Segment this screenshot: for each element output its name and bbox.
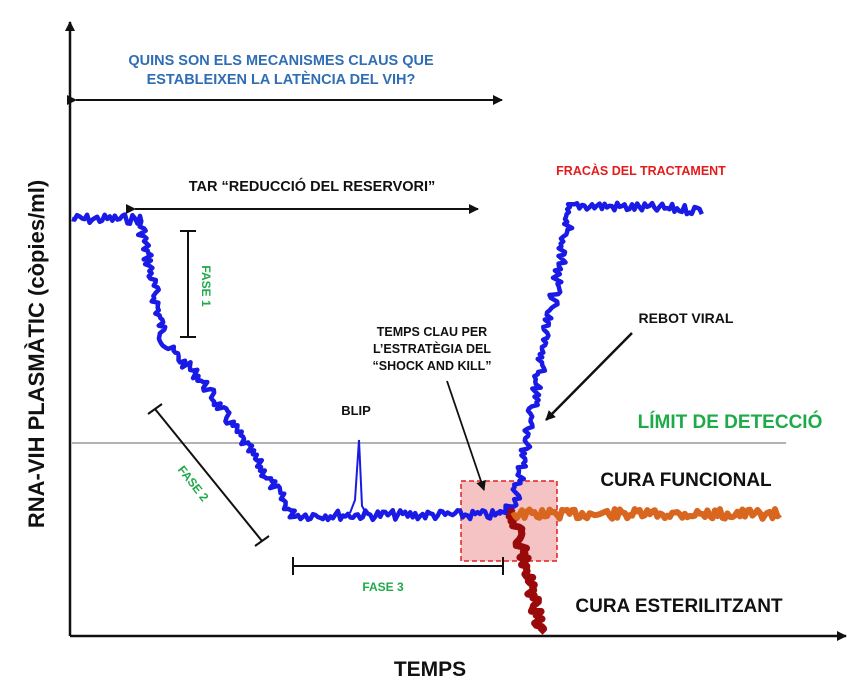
latency-question-line-2: ESTABLEIXEN LA LATÈNCIA DEL VIH?	[147, 71, 416, 88]
fase-3-label: FASE 3	[362, 580, 404, 594]
y-axis-label: RNA-VIH PLASMÀTIC (còpies/ml)	[24, 180, 49, 528]
fase-2-bracket	[147, 403, 270, 547]
viral-load-curve	[71, 200, 704, 523]
blip-spike	[349, 439, 367, 514]
functional-cure-label: CURA FUNCIONAL	[600, 470, 772, 491]
key-time-pointer-arrow	[446, 380, 486, 491]
key-time-label-line-1: TEMPS CLAU PER	[377, 325, 487, 339]
detection-limit-label: LÍMIT DE DETECCIÓ	[638, 411, 823, 433]
sterilizing-cure-curve	[504, 504, 548, 635]
tar-label: TAR “REDUCCIÓ DEL RESERVORI”	[189, 177, 436, 195]
x-axis-label: TEMPS	[394, 658, 466, 681]
functional-cure-curve	[510, 506, 782, 522]
viral-rebound-pointer-arrow	[545, 332, 633, 421]
sterilizing-cure-label: CURA ESTERILITZANT	[575, 596, 783, 617]
fase-1-label: FASE 1	[199, 265, 213, 307]
fase-1-bracket	[180, 230, 196, 338]
key-time-label-line-2: L’ESTRATÈGIA DEL	[373, 341, 491, 356]
viral-rebound-label: REBOT VIRAL	[639, 310, 734, 326]
latency-question-line-1: QUINS SON ELS MECANISMES CLAUS QUE	[128, 53, 434, 69]
key-time-label-line-3: “SHOCK AND KILL”	[373, 359, 492, 373]
fase-2-label: FASE 2	[175, 463, 212, 504]
fase-3-bracket	[292, 557, 504, 575]
treatment-failure-label: FRACÀS DEL TRACTAMENT	[556, 163, 726, 178]
blip-label: BLIP	[341, 403, 371, 418]
